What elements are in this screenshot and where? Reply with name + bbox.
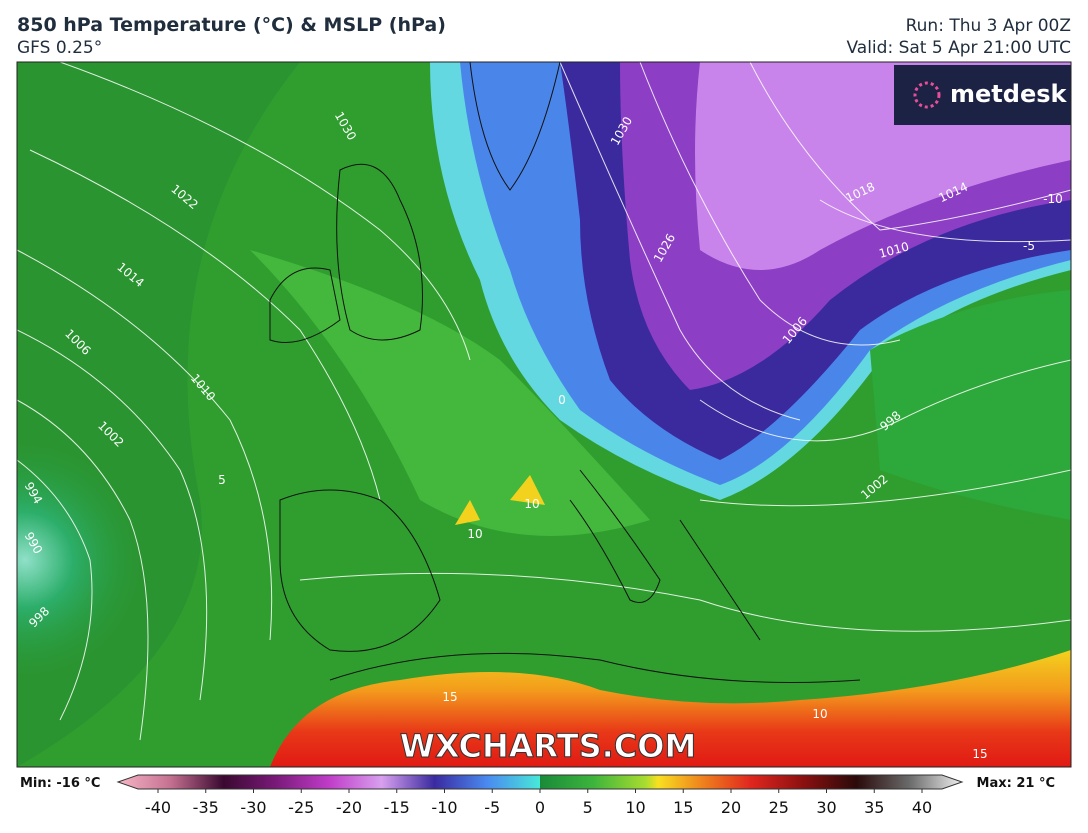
colorbar-tick-label: 35 (864, 798, 884, 817)
colorbar-tick-label: 20 (721, 798, 741, 817)
low-centre (17, 440, 145, 680)
watermark: WXCHARTS.COM (400, 727, 697, 765)
colorbar-tick-label: 40 (912, 798, 932, 817)
map: 1030102210141006101010029949909981030102… (17, 62, 1071, 767)
isobar-label: 15 (442, 690, 457, 704)
isobars (17, 62, 1071, 741)
isobar-label: 10 (467, 527, 482, 541)
coastlines (269, 62, 861, 683)
logo-mark (913, 81, 941, 109)
east-warm (870, 290, 1071, 520)
colorbar-tick-label: 0 (535, 798, 545, 817)
isobar-label: 10 (812, 707, 827, 721)
colorbar-tick-label: 10 (625, 798, 645, 817)
logo-box (894, 65, 1071, 125)
colorbar-tick-label: -40 (145, 798, 171, 817)
isobar-label: 10 (524, 497, 539, 511)
colorbar-tick-label: 30 (816, 798, 836, 817)
isobar-label: -10 (1043, 192, 1063, 206)
model: GFS 0.25° (17, 38, 102, 58)
max-label: Max: 21 °C (977, 776, 1055, 791)
colorbar-tick-label: -15 (384, 798, 410, 817)
colorbar-scale (116, 774, 964, 790)
isobar-label: -5 (1023, 239, 1035, 253)
logo: metdesk (950, 80, 1068, 108)
colorbar-tick-label: 15 (673, 798, 693, 817)
isobar-label: 5 (218, 473, 226, 487)
isobar-label: 0 (558, 393, 566, 407)
valid-time: Valid: Sat 5 Apr 21:00 UTC (846, 38, 1071, 58)
colorbar-tick-label: -20 (336, 798, 362, 817)
min-label: Min: -16 °C (20, 776, 100, 791)
warm-patches (455, 475, 545, 525)
saharan-warm (270, 650, 1071, 767)
colorbar-tick-label: -10 (431, 798, 457, 817)
warm-field (250, 250, 650, 536)
isobar-label: 15 (972, 747, 987, 761)
colorbar-tick-label: 25 (769, 798, 789, 817)
colorbar-tick-label: -5 (484, 798, 500, 817)
colorbar-tick-label: -30 (240, 798, 266, 817)
map-frame (16, 61, 1072, 768)
colorbar: Min: -16 °C Max: 21 °C -40 -35 -30 -25 -20 -1… (20, 774, 1055, 817)
run: Run: Thu 3 Apr 00Z (906, 16, 1071, 36)
colorbar-tick-label: -35 (193, 798, 219, 817)
colorbar-tick-label: 5 (583, 798, 593, 817)
title: 850 hPa Temperature (°C) & MSLP (hPa) (17, 14, 446, 36)
colorbar-tick-label: -25 (288, 798, 314, 817)
